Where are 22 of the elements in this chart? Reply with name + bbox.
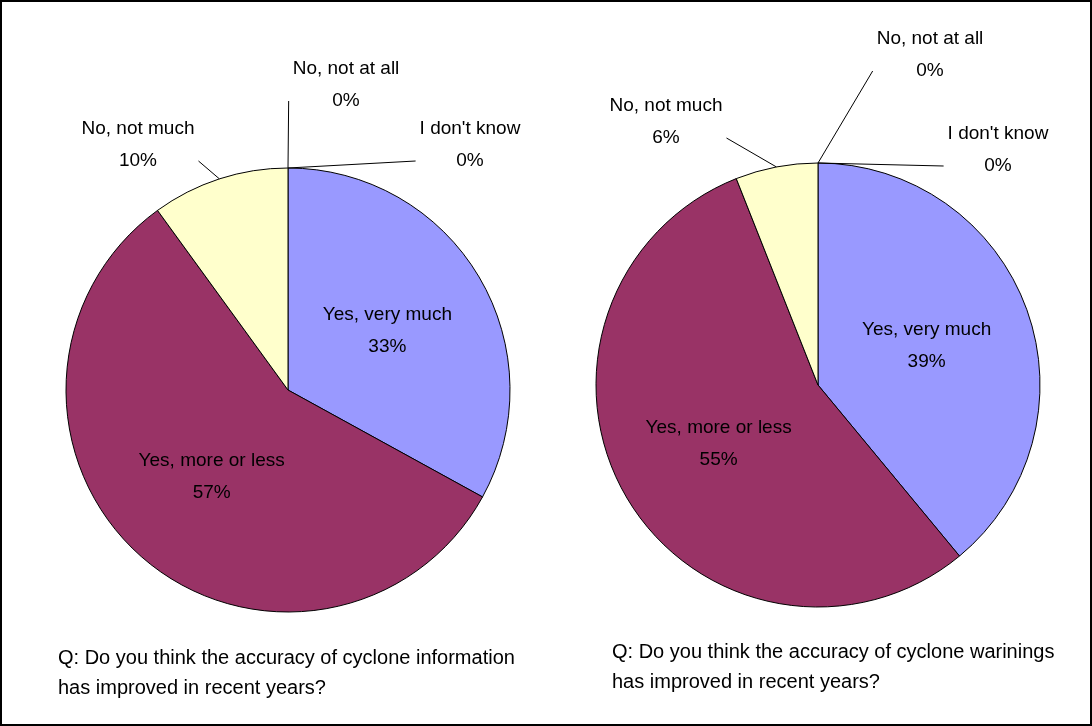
slice-label: Yes, more or less (138, 448, 285, 470)
data-label: 10% (118, 149, 158, 171)
data-label: 33% (368, 335, 407, 357)
slice-label: Yes, very much (862, 318, 992, 340)
category-label: I don't know (947, 122, 1049, 144)
text: 0% (332, 89, 360, 111)
data-label: 39% (907, 350, 946, 372)
data-label: 6% (652, 126, 680, 148)
data-label: 55% (699, 448, 738, 469)
data-label: 57% (192, 480, 231, 502)
category-label: I don't know (419, 117, 521, 139)
text: 0% (916, 59, 944, 81)
text: Q: Do you think the accuracy of cyclone warinings has improved in recent years? (612, 639, 1056, 694)
slice-label: Yes, more or less (645, 416, 792, 437)
category-label: No, not at all (876, 27, 984, 49)
slice-label: No, not much (609, 94, 723, 116)
slice-label: No, not much (81, 117, 195, 139)
slice-label: Yes, very much (322, 303, 452, 325)
category-label: No, not at all (292, 57, 400, 79)
text: 0% (456, 149, 484, 171)
text: Q: Do you think the accuracy of cyclone information has improved in recent years? (58, 645, 516, 700)
text: 0% (984, 154, 1012, 176)
